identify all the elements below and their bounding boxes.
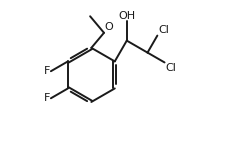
Text: F: F xyxy=(44,93,50,103)
Text: O: O xyxy=(104,22,113,32)
Text: Cl: Cl xyxy=(165,63,176,73)
Text: F: F xyxy=(44,66,50,76)
Text: OH: OH xyxy=(118,10,135,20)
Text: Cl: Cl xyxy=(158,25,168,35)
